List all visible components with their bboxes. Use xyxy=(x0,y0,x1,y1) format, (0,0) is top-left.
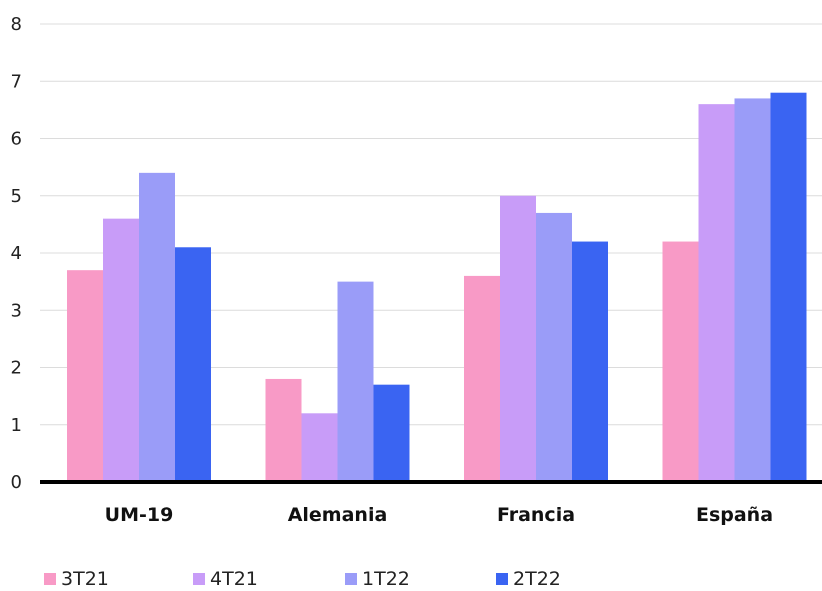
y-tick-label: 1 xyxy=(11,415,22,436)
legend-swatch-4T21 xyxy=(193,573,205,585)
bar-2T22-Alemania xyxy=(373,384,410,482)
x-category-label: España xyxy=(696,504,773,526)
legend-swatch-2T22 xyxy=(496,573,508,585)
legend: 3T21 4T21 1T22 2T22 xyxy=(44,568,561,590)
bar-4T21-UM-19 xyxy=(103,218,139,482)
bar-1T22-Alemania xyxy=(337,281,374,482)
y-tick-label: 8 xyxy=(11,14,22,35)
bar-1T22-UM-19 xyxy=(139,172,175,482)
y-tick-label: 0 xyxy=(11,472,22,493)
bar-4T21-España xyxy=(698,104,735,483)
y-tick-label: 5 xyxy=(11,186,22,207)
legend-label: 4T21 xyxy=(210,568,258,590)
y-tick-label: 2 xyxy=(11,358,22,379)
y-tick-label: 3 xyxy=(11,300,22,321)
bar-2T22-Francia xyxy=(572,241,608,482)
bar-3T21-España xyxy=(662,241,699,482)
bar-2T22-España xyxy=(770,92,807,482)
bar-4T21-Francia xyxy=(500,195,536,482)
x-category-label: Francia xyxy=(497,504,575,526)
y-tick-label: 6 xyxy=(11,129,22,150)
legend-swatch-1T22 xyxy=(345,573,357,585)
y-tick-label: 4 xyxy=(11,243,22,264)
bar-1T22-Francia xyxy=(536,212,572,483)
legend-label: 1T22 xyxy=(362,568,410,590)
bar-3T21-UM-19 xyxy=(67,270,103,482)
y-axis-ticks: 0 1 2 3 4 5 6 7 8 xyxy=(11,14,22,493)
bars xyxy=(67,92,807,483)
bar-1T22-España xyxy=(734,98,771,483)
y-tick-label: 7 xyxy=(11,71,22,92)
x-category-label: Alemania xyxy=(288,504,388,526)
bar-4T21-Alemania xyxy=(301,413,338,482)
x-axis-category-labels: UM-19 Alemania Francia España xyxy=(105,504,773,526)
x-category-label: UM-19 xyxy=(105,504,174,526)
bar-3T21-Francia xyxy=(464,275,500,482)
legend-label: 3T21 xyxy=(61,568,109,590)
bar-2T22-UM-19 xyxy=(175,247,211,482)
legend-label: 2T22 xyxy=(513,568,561,590)
legend-swatch-3T21 xyxy=(44,573,56,585)
bar-3T21-Alemania xyxy=(265,378,302,482)
